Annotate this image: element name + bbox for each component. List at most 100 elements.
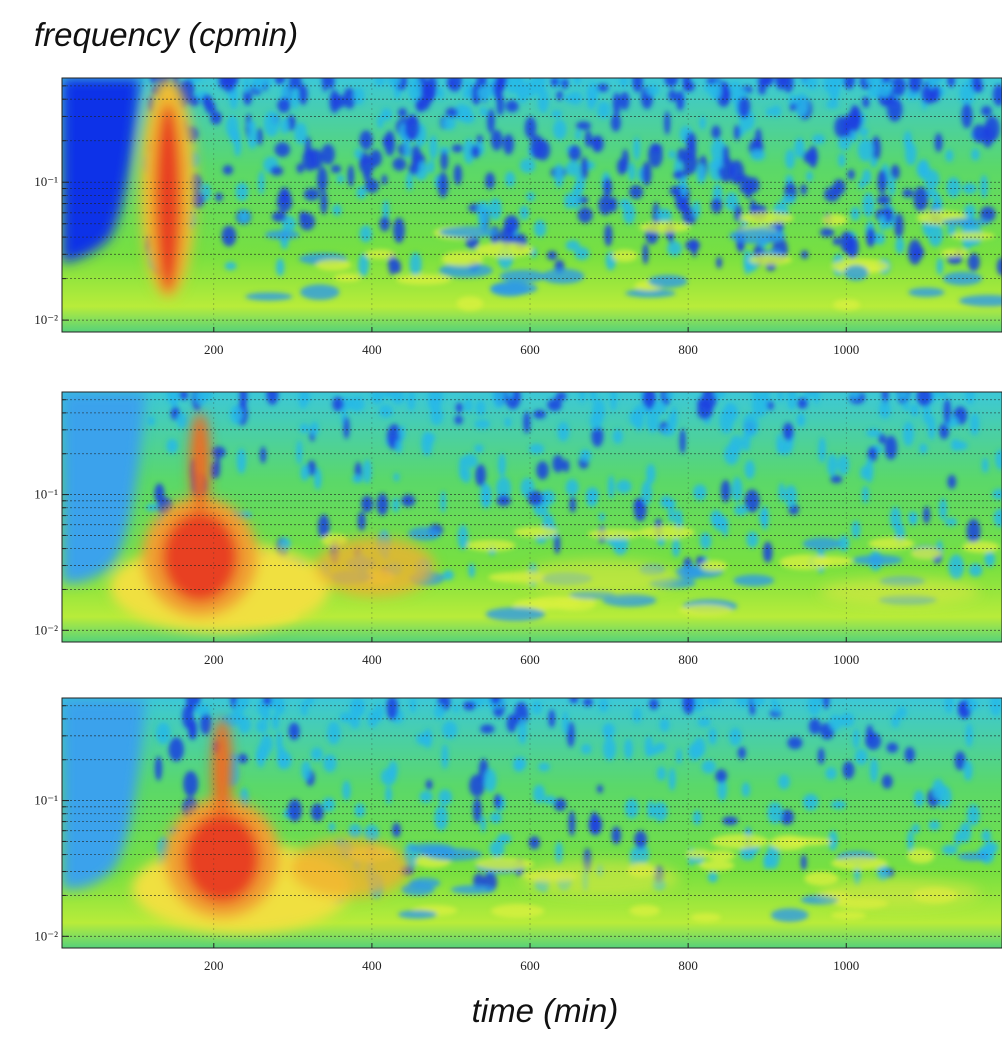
texture-spot (800, 250, 809, 259)
texture-spot (246, 120, 257, 130)
texture-spot (641, 480, 653, 506)
texture-spot (461, 467, 472, 483)
texture-spot (808, 718, 821, 735)
texture-spot (463, 700, 476, 711)
texture-spot (742, 429, 751, 452)
texture-spot (682, 698, 695, 715)
texture-spot (850, 206, 861, 221)
texture-spot (359, 130, 373, 150)
plot-frame (61, 77, 1002, 333)
texture-spot (434, 804, 449, 831)
texture-spot (778, 482, 785, 502)
texture-spot (979, 206, 996, 223)
texture-spot (862, 192, 875, 218)
texture-spot (699, 116, 706, 130)
texture-spot (454, 415, 463, 425)
texture-spot (532, 78, 546, 95)
texture-spot (348, 396, 365, 412)
x-tick-label: 600 (520, 342, 540, 357)
texture-spot (489, 811, 502, 824)
texture-spot (995, 449, 1002, 470)
texture-spot (701, 759, 716, 774)
texture-spot (877, 169, 888, 194)
texture-spot (352, 474, 363, 484)
texture-spot (707, 871, 718, 883)
texture-spot (276, 731, 283, 753)
texture-spot (255, 751, 269, 761)
texture-spot (680, 175, 688, 198)
texture-spot (321, 78, 329, 92)
texture-spot (210, 462, 217, 480)
texture-spot (797, 397, 808, 409)
texture-spot (568, 145, 581, 162)
texture-spot (649, 698, 659, 710)
texture-spot (602, 593, 657, 607)
x-tick-label: 400 (362, 342, 382, 357)
texture-spot (235, 182, 249, 201)
texture-spot (610, 113, 621, 132)
texture-spot (796, 412, 806, 428)
texture-spot (357, 511, 366, 531)
texture-spot (354, 148, 362, 160)
texture-spot (822, 698, 830, 710)
texture-spot (607, 475, 615, 499)
texture-spot (902, 421, 914, 447)
texture-spot (505, 78, 521, 94)
texture-spot (652, 801, 668, 822)
texture-spot (475, 400, 486, 417)
texture-spot (972, 124, 987, 143)
texture-spot (989, 698, 1002, 717)
texture-spot (667, 412, 677, 432)
texture-spot (485, 607, 546, 622)
texture-spot (395, 439, 403, 454)
texture-spot (201, 94, 213, 108)
texture-spot (910, 78, 923, 94)
texture-spot (908, 511, 918, 524)
texture-spot (604, 224, 613, 247)
texture-spot (349, 714, 361, 729)
texture-spot (154, 756, 163, 781)
texture-spot (602, 723, 616, 739)
texture-spot (660, 495, 673, 509)
texture-spot (722, 145, 730, 164)
texture-spot (327, 78, 335, 90)
texture-spot (463, 398, 473, 413)
texture-spot (941, 218, 991, 227)
texture-spot (744, 460, 755, 479)
texture-spot (560, 78, 569, 90)
texture-spot (147, 416, 155, 426)
texture-spot (326, 721, 341, 745)
texture-spot (710, 138, 726, 163)
texture-spot (569, 496, 577, 513)
texture-spot (313, 467, 322, 490)
texture-spot (479, 815, 487, 833)
texture-spot (931, 778, 945, 800)
texture-spot (224, 261, 237, 271)
texture-spot (263, 110, 280, 137)
texture-spot (693, 737, 706, 758)
texture-spot (364, 249, 396, 260)
x-tick-label: 800 (678, 652, 698, 667)
texture-spot (569, 698, 579, 704)
texture-spot (584, 130, 593, 148)
texture-spot (271, 712, 280, 730)
texture-spot (310, 747, 324, 762)
texture-spot (842, 761, 855, 780)
texture-spot (775, 78, 787, 90)
texture-spot (733, 124, 741, 141)
plot-frame (61, 391, 1002, 643)
texture-spot (369, 149, 382, 167)
texture-spot (303, 188, 320, 201)
texture-spot (442, 721, 458, 739)
texture-spot (496, 833, 512, 844)
texture-spot (364, 178, 379, 194)
texture-spot (493, 78, 503, 101)
texture-spot (619, 78, 629, 88)
texture-spot (602, 737, 616, 761)
texture-spot (407, 392, 416, 411)
texture-spot (382, 199, 390, 221)
texture-spot (450, 884, 495, 895)
texture-spot (646, 800, 655, 819)
texture-spot (359, 225, 373, 243)
texture-spot (795, 92, 809, 118)
